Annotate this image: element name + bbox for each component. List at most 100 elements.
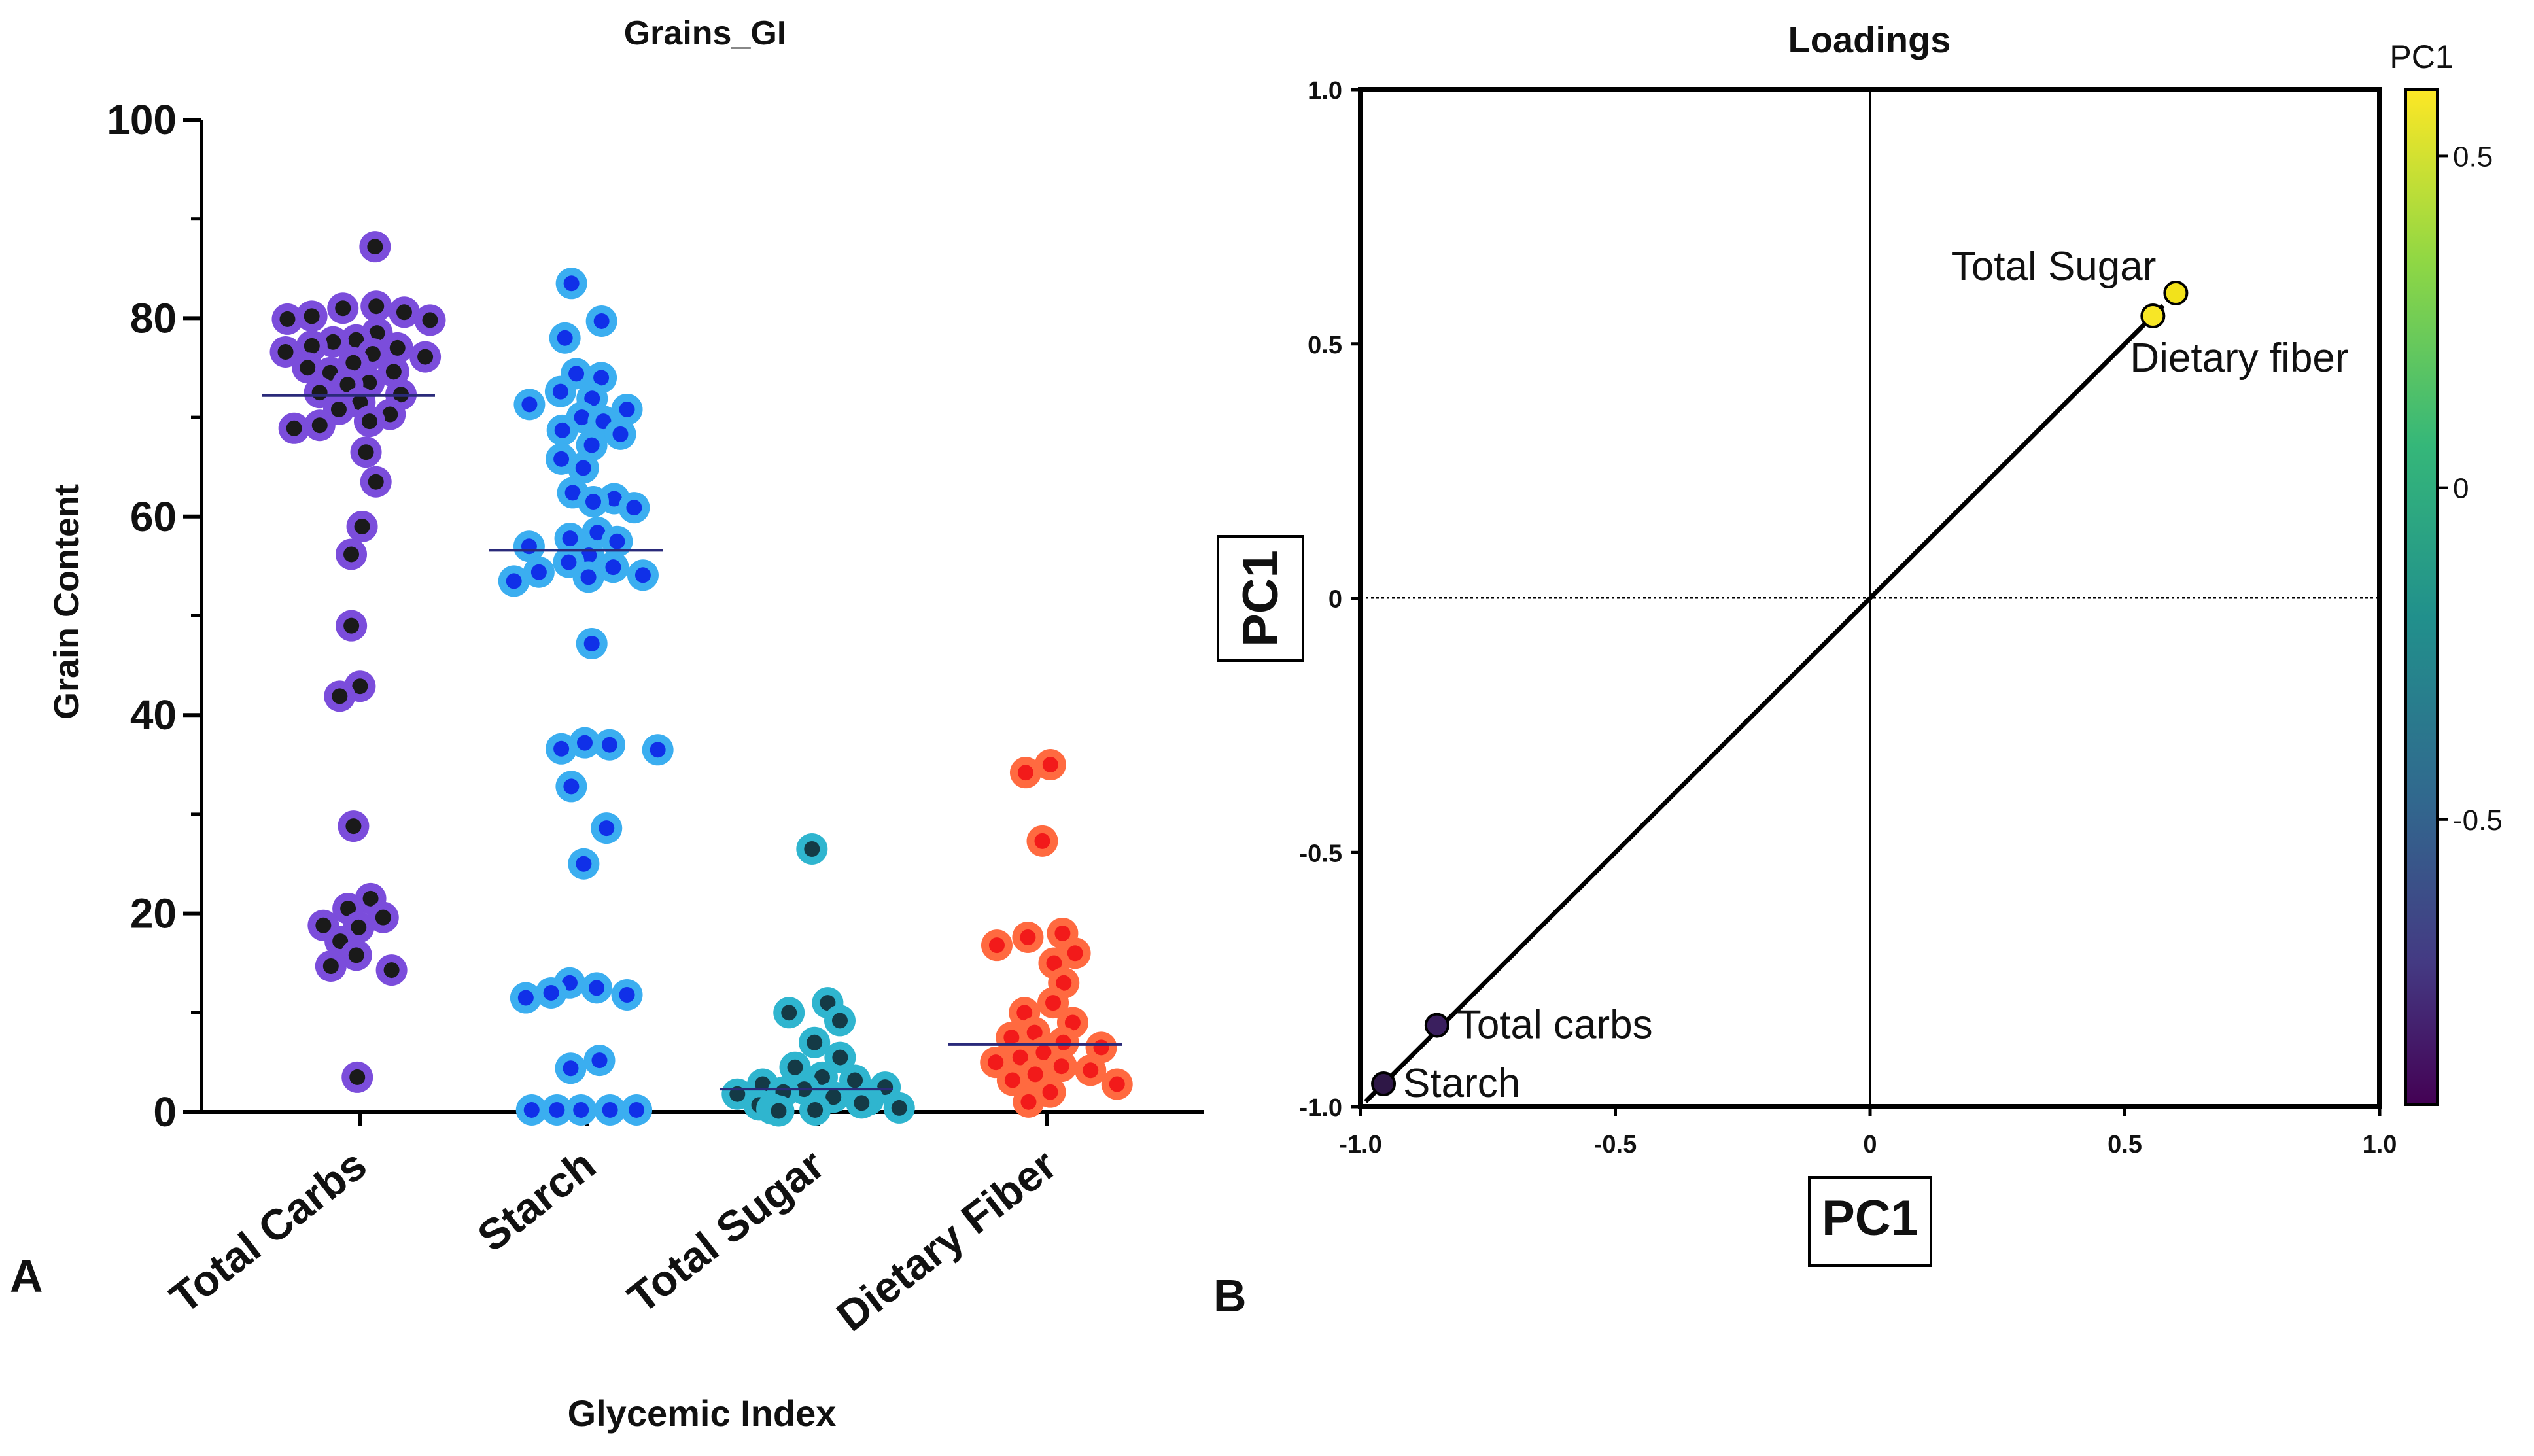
panel-a-point: [523, 556, 555, 588]
panel-a-point: [535, 977, 567, 1009]
panel-a-point: [796, 833, 828, 865]
panel-a-point-center: [593, 313, 610, 329]
panel-a-point-center: [286, 420, 302, 436]
panel-a-point: [546, 414, 578, 446]
panel-a-point-center: [304, 308, 320, 324]
panel-a-point: [271, 303, 304, 335]
panel-a-point: [388, 296, 420, 328]
panel-a-point-center: [332, 688, 348, 704]
panel-a-point-center: [1020, 929, 1036, 946]
panel-a-point: [611, 979, 643, 1011]
panel-a-point-center: [521, 538, 537, 555]
panel-a-point: [296, 300, 328, 332]
panel-a-point-center: [1026, 1024, 1043, 1041]
panel-a-y-tick-label: 0: [153, 1088, 177, 1135]
panel-a-point-center: [339, 377, 356, 393]
panel-a-point: [1009, 757, 1041, 789]
panel-a-point: [604, 418, 636, 450]
panel-a-point: [414, 304, 446, 336]
panel-a-point-center: [814, 1069, 830, 1085]
panel-b-y-tick-label: -1.0: [1300, 1094, 1342, 1122]
panel-a-point-center: [549, 1101, 565, 1118]
panel-a-point: [278, 412, 310, 444]
panel-b-loading-line-path: [1364, 303, 2165, 1103]
panel-a-point-center: [354, 518, 370, 534]
panel-a-point-center: [1004, 1072, 1020, 1088]
panel-a-y-tick-label: 80: [130, 294, 177, 341]
panel-a-point-center: [345, 355, 362, 371]
panel-a-point: [375, 954, 408, 986]
panel-a-point-center: [574, 409, 590, 426]
panel-b-point-label: Dietary fiber: [2130, 336, 2348, 381]
panel-a-point-center: [530, 564, 547, 580]
panel-a-point: [350, 436, 382, 468]
panel-b-x-tick-label: -0.5: [1594, 1131, 1637, 1158]
panel-a-point: [568, 727, 600, 759]
panel-a-point-center: [364, 346, 381, 362]
panel-a-point-center: [781, 1005, 797, 1021]
panel-b-x-ticks: -1.0 -0.5 0 0.5 1.0: [1339, 1107, 2397, 1158]
colorbar-title: PC1: [2389, 39, 2453, 75]
colorbar-tick-label: 0.5: [2453, 141, 2493, 173]
panel-a-point-center: [517, 990, 534, 1006]
panel-a-point-center: [422, 312, 438, 328]
panel-a-point-center: [606, 491, 622, 507]
panel-a-point-center: [562, 530, 578, 547]
panel-a-point-center: [349, 1069, 366, 1085]
panel-a-point: [341, 1061, 373, 1093]
panel-a-point-center: [589, 525, 606, 541]
panel-a-point: [324, 680, 356, 712]
panel-a-point-center: [877, 1079, 894, 1096]
panel-a-point: [541, 1094, 573, 1126]
panel-a-point: [1026, 825, 1058, 857]
panel-a-point: [409, 341, 442, 373]
panel-a-point: [642, 734, 674, 766]
panel-a-point: [336, 538, 368, 570]
panel-a-point-center: [619, 986, 635, 1003]
panel-a-point-center: [300, 360, 316, 376]
panel-a-point-center: [1067, 945, 1083, 962]
panel-a-point-center: [619, 401, 635, 417]
panel-a-point-center: [1046, 955, 1062, 971]
panel-a-point-center: [1064, 1014, 1081, 1031]
panel-b-y-tick-label: 0: [1328, 586, 1342, 614]
panel-a-point-center: [626, 500, 642, 516]
panel-a-y-ticks: 0 20 40 60 80 100: [107, 96, 201, 1135]
panel-b-y-ticks: -1.0 -0.5 0 0.5 1.0: [1300, 77, 1361, 1122]
panel-a-point-center: [361, 413, 377, 430]
panel-a-point: [981, 929, 1013, 962]
panel-b-label: B: [1213, 1270, 1247, 1321]
panel-a-point-center: [583, 437, 600, 453]
panel-a-point-center: [589, 980, 605, 996]
panel-a-y-tick-label: 40: [130, 691, 177, 738]
panel-a-point-center: [335, 300, 351, 317]
panel-a-point-center: [348, 332, 364, 348]
panel-a-point: [799, 1094, 831, 1126]
panel-a-point-center: [521, 396, 538, 413]
panel-a-point: [591, 812, 623, 844]
panel-a-point: [1012, 922, 1044, 954]
panel-a-point-center: [506, 573, 522, 589]
panel-a-point-center: [1045, 995, 1062, 1011]
panel-a-point: [510, 982, 542, 1014]
colorbar-gradient: [2404, 88, 2439, 1106]
panel-a-point-center: [1042, 1084, 1058, 1100]
panel-a-point: [611, 393, 643, 425]
panel-b-y-axis-title: PC1: [1233, 550, 1289, 647]
panel-b-point-marker: [2163, 281, 2189, 305]
panel-a-point-center: [343, 617, 360, 634]
panel-a-point-center: [561, 554, 577, 570]
panel-a-category-label: Total Carbs: [161, 1140, 375, 1323]
panel-a-point-center: [854, 1095, 870, 1111]
panel-a-point-center: [568, 366, 585, 382]
panel-a-point-center: [1053, 1058, 1069, 1075]
panel-b-point: Total Sugar: [1951, 244, 2189, 305]
panel-b-y-axis-title-box: [1217, 535, 1304, 662]
panel-a-point-center: [832, 1049, 848, 1066]
panel-a-point-center: [1035, 1044, 1052, 1060]
panel-a-point-center: [557, 330, 573, 346]
panel-b-point-label: Total Sugar: [1951, 244, 2157, 289]
panel-a-point-center: [771, 1103, 787, 1119]
panel-b-point: Dietary fiber: [2130, 303, 2349, 381]
